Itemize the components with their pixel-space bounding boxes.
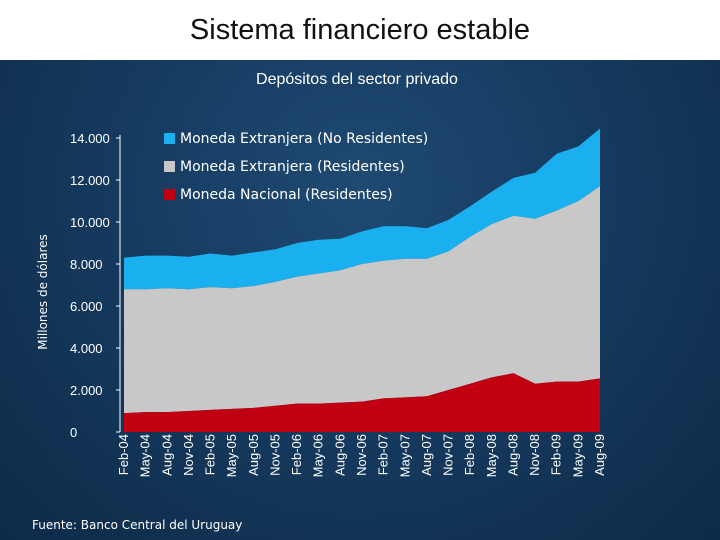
source-footer: Fuente: Banco Central del Uruguay (32, 518, 243, 532)
chart-title: Depósitos del sector privado (256, 71, 458, 88)
x-tick-label: May-04 (138, 434, 153, 477)
x-tick-label: Nov-08 (527, 434, 542, 476)
y-tick-label: 0 (70, 425, 77, 440)
x-tick-label: May-09 (570, 434, 585, 477)
x-tick-label: Nov-06 (354, 434, 369, 476)
x-tick-label: Aug-04 (159, 434, 174, 476)
area-series-group (124, 128, 600, 432)
x-tick-label: Aug-09 (592, 434, 607, 476)
area-moneda-extranjera-no-residentes (124, 128, 600, 290)
x-tick-label: May-06 (311, 434, 326, 477)
x-tick-label: Nov-07 (441, 434, 456, 476)
area-moneda-extranjera-residentes (124, 186, 600, 414)
y-tick-label: 6.000 (70, 299, 103, 314)
legend-swatch (164, 133, 175, 144)
x-tick-label: Nov-05 (268, 434, 283, 476)
y-tick-label: 10.000 (70, 215, 110, 230)
x-tick-label: Feb-09 (549, 434, 564, 475)
y-tick-label: 12.000 (70, 173, 110, 188)
legend-label: Moneda Nacional (Residentes) (180, 187, 393, 203)
x-tick-label: Aug-07 (419, 434, 434, 476)
x-tick-label: Aug-08 (506, 434, 521, 476)
y-tick-label: 4.000 (70, 341, 103, 356)
legend-swatch (164, 161, 175, 172)
x-tick-label: Feb-04 (116, 434, 131, 475)
x-tick-label: Feb-05 (203, 434, 218, 475)
area-moneda-nacional-residentes (124, 373, 600, 432)
legend-swatch (164, 189, 175, 200)
x-tick-labels: Feb-04 May-04 Aug-04 Nov-04 Feb-05 May-05 Aug-… (116, 434, 607, 477)
y-tick-label: 8.000 (70, 257, 103, 272)
legend: Moneda Extranjera (No Residentes) Moneda … (164, 131, 428, 203)
y-tick-labels: 0 2.000 4.000 6.000 8.000 10.000 12.000 14.000 (70, 131, 120, 440)
legend-label: Moneda Extranjera (Residentes) (180, 159, 405, 175)
deposits-area-chart: Depósitos del sector privado Millones de… (36, 71, 607, 477)
title-band (0, 0, 720, 60)
slide-title: Sistema financiero estable (189, 14, 531, 46)
x-tick-label: Feb-07 (376, 434, 391, 475)
y-tick-label: 14.000 (70, 131, 110, 146)
y-tick-label: 2.000 (70, 383, 103, 398)
x-tick-label: Feb-06 (289, 434, 304, 475)
y-axis-label: Millones de dólares (36, 234, 50, 350)
x-tick-label: May-07 (397, 434, 412, 477)
x-tick-label: Nov-04 (181, 434, 196, 476)
x-tick-label: May-05 (224, 434, 239, 477)
x-tick-label: May-08 (484, 434, 499, 477)
legend-label: Moneda Extranjera (No Residentes) (180, 131, 428, 147)
x-tick-label: Aug-05 (246, 434, 261, 476)
x-tick-label: Feb-08 (462, 434, 477, 475)
x-tick-label: Aug-06 (332, 434, 347, 476)
